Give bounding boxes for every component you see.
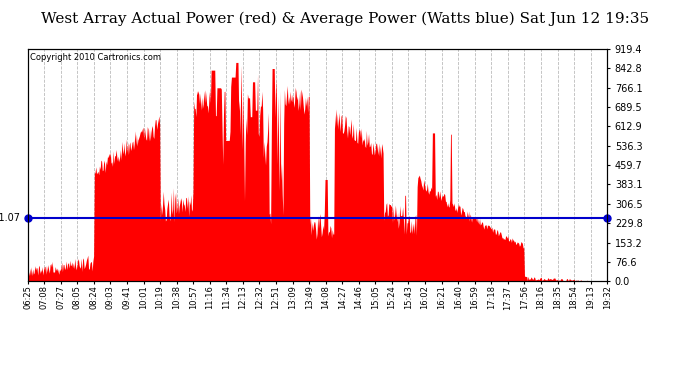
Text: Copyright 2010 Cartronics.com: Copyright 2010 Cartronics.com <box>30 53 161 62</box>
Text: 251.07: 251.07 <box>0 213 21 223</box>
Text: West Array Actual Power (red) & Average Power (Watts blue) Sat Jun 12 19:35: West Array Actual Power (red) & Average … <box>41 11 649 26</box>
